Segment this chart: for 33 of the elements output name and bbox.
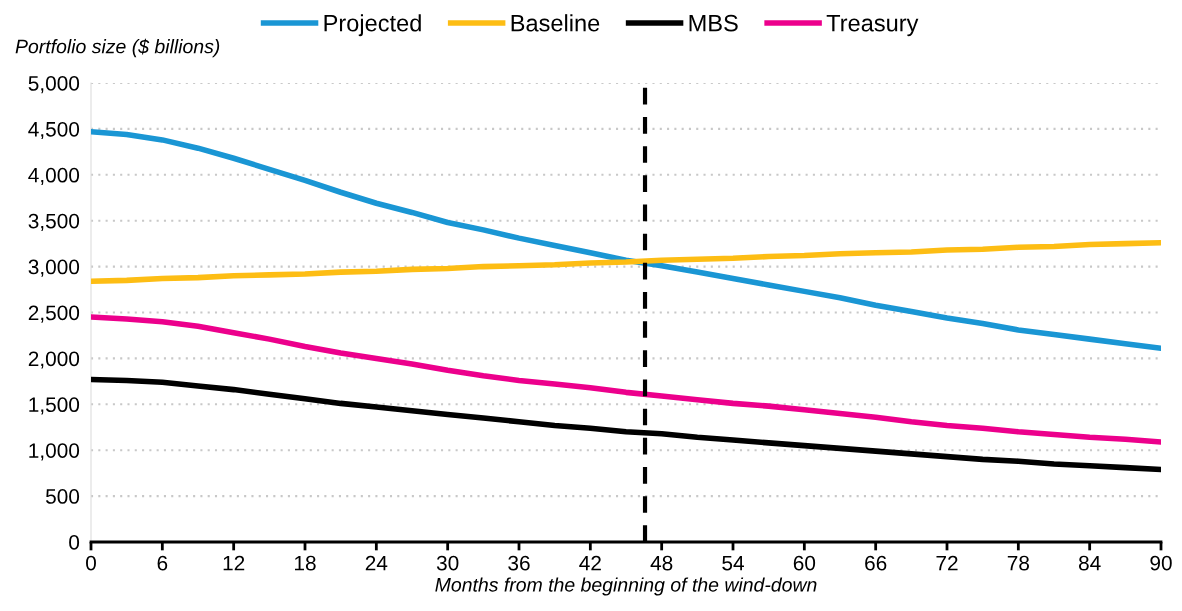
y-tick-label: 1,000 — [29, 443, 80, 461]
x-tick-label: 66 — [865, 555, 887, 571]
x-tick-label: 42 — [579, 555, 601, 571]
y-tick-label: 4,500 — [28, 121, 80, 140]
legend-label: Treasury — [826, 15, 919, 37]
y-axis-title: Portfolio size ($ billions) — [15, 38, 220, 58]
legend-label: MBS — [689, 14, 738, 32]
x-tick-label: 48 — [650, 555, 673, 571]
y-tick-label: 0 — [69, 535, 80, 550]
x-tick-label: 78 — [1007, 555, 1030, 571]
y-tick-label: 2,000 — [28, 351, 80, 369]
x-tick-label: 72 — [936, 555, 958, 571]
y-tick-label: 2,500 — [28, 305, 80, 323]
y-tick-label: 3,000 — [28, 259, 80, 277]
legend-label: Projected — [324, 14, 421, 37]
legend-label: Baseline — [511, 14, 600, 32]
x-tick-label: 6 — [157, 555, 168, 571]
x-tick-label: 54 — [722, 555, 744, 571]
x-tick-label: 36 — [508, 555, 530, 571]
x-tick-label: 84 — [1078, 555, 1101, 571]
y-tick-label: 4,000 — [28, 167, 80, 186]
x-tick-label: 30 — [436, 555, 459, 571]
x-tick-label: 12 — [223, 555, 245, 571]
y-tick-label: 1,500 — [29, 397, 80, 415]
x-tick-label: 0 — [86, 555, 96, 571]
x-tick-label: 60 — [793, 555, 816, 571]
x-tick-label: 90 — [1150, 555, 1172, 571]
y-tick-label: 500 — [45, 489, 80, 504]
y-tick-label: 3,500 — [28, 213, 80, 231]
x-tick-label: 24 — [365, 555, 388, 571]
x-tick-label: 18 — [295, 555, 316, 571]
y-tick-label: 5,000 — [28, 76, 80, 94]
x-axis-title: Months from the beginning of the wind-down — [435, 577, 817, 596]
